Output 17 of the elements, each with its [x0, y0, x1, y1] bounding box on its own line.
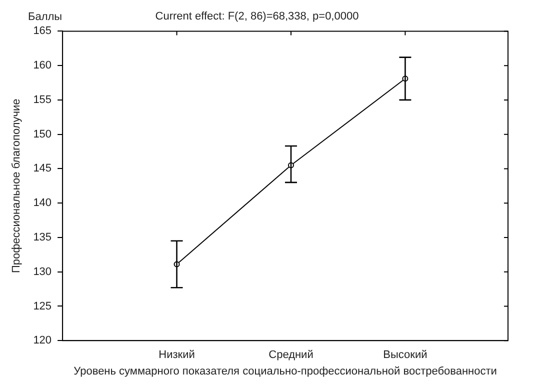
y-tick-label: 125	[33, 300, 52, 312]
y-axis-title: Профессиональное благополучие	[10, 98, 23, 274]
x-tick-label: Средний	[268, 349, 314, 362]
y-tick-label: 155	[33, 94, 52, 106]
x-tick-label: Низкий	[158, 349, 195, 362]
x-tick-label: Высокий	[383, 349, 428, 362]
y-tick-label: 140	[33, 197, 52, 210]
text: Баллы	[28, 11, 62, 23]
y-tick-label: 165	[33, 25, 52, 38]
y-tick-label: 150	[33, 128, 52, 140]
chart-title: Current effect: F(2, 86)=68,338, p=0,0000	[155, 10, 359, 23]
y-tick-label: 160	[33, 60, 52, 72]
y-tick-label: 130	[33, 266, 52, 278]
y-tick-label: 120	[33, 334, 52, 347]
y-tick-label: 135	[33, 232, 52, 244]
x-axis-title: Уровень суммарного показателя социально-профессиональной востребованности	[74, 365, 497, 378]
y-tick-label: 145	[33, 162, 52, 175]
